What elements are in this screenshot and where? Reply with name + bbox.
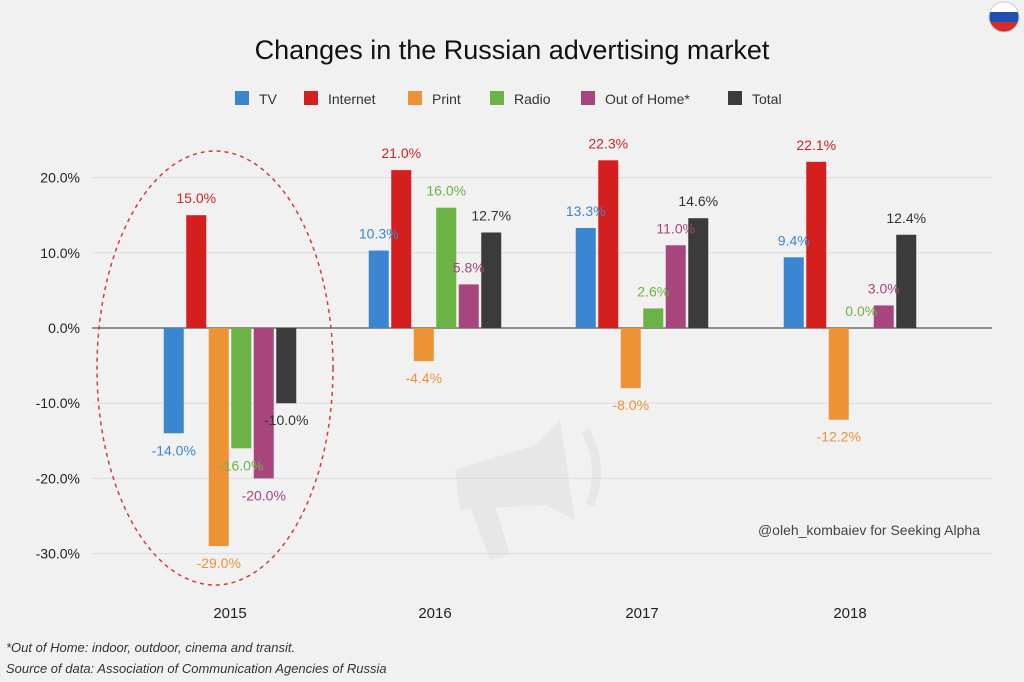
- legend-label: Radio: [514, 91, 551, 107]
- data-label: 0.0%: [845, 303, 877, 319]
- bar: [620, 328, 641, 389]
- data-label: -29.0%: [197, 555, 241, 571]
- bar: [481, 232, 502, 328]
- data-labels: -14.0% 15.0% -29.0% -16.0% -20.0% -10.0% 10.3%…: [152, 135, 927, 571]
- x-axis: 2015 2016 2017 2018: [213, 605, 866, 622]
- chart-title: Changes in the Russian advertising marke…: [255, 35, 770, 65]
- data-label: 13.3%: [566, 203, 606, 219]
- data-label: 22.3%: [588, 135, 628, 151]
- bar: [186, 215, 207, 328]
- data-label: -8.0%: [612, 397, 649, 413]
- bar: [873, 305, 894, 328]
- bar: [458, 284, 479, 328]
- y-tick-label: -10.0%: [36, 395, 80, 411]
- legend-swatch: [304, 91, 318, 105]
- y-tick-label: 10.0%: [40, 245, 80, 261]
- legend-label: Internet: [328, 91, 376, 107]
- y-axis: 20.0% 10.0% 0.0% -10.0% -20.0% -30.0%: [36, 170, 80, 562]
- legend-swatch: [235, 91, 249, 105]
- data-label: -14.0%: [152, 442, 196, 458]
- y-tick-label: -20.0%: [36, 470, 80, 486]
- data-label: 14.6%: [678, 193, 718, 209]
- bar: [253, 328, 274, 479]
- bars: [163, 160, 917, 547]
- legend: TV Internet Print Radio Out of Home* Total: [235, 91, 782, 107]
- megaphone-watermark-icon: [455, 420, 601, 560]
- bar: [688, 218, 709, 328]
- data-label: 5.8%: [453, 259, 485, 275]
- data-label: -16.0%: [219, 457, 263, 473]
- y-tick-label: 0.0%: [48, 320, 80, 336]
- data-label: 21.0%: [381, 145, 421, 161]
- data-label: -12.2%: [817, 429, 861, 445]
- data-label: 12.7%: [471, 207, 511, 223]
- russia-flag-icon: [988, 1, 1020, 33]
- legend-label: Print: [432, 91, 461, 107]
- data-label: 9.4%: [778, 232, 810, 248]
- y-tick-label: 20.0%: [40, 170, 80, 186]
- bar: [231, 328, 252, 449]
- bar: [665, 245, 686, 328]
- bar: [806, 161, 827, 328]
- legend-swatch: [490, 91, 504, 105]
- legend-label: TV: [259, 91, 278, 107]
- bar: [828, 328, 849, 420]
- data-label: 22.1%: [796, 137, 836, 153]
- bar: [783, 257, 804, 328]
- highlight-ellipse: [96, 150, 334, 586]
- legend-label: Total: [752, 91, 782, 107]
- bar: [413, 328, 434, 362]
- bar: [575, 227, 596, 328]
- credit-text: @oleh_kombaiev for Seeking Alpha: [758, 522, 980, 538]
- legend-label: Out of Home*: [605, 91, 690, 107]
- data-label: 11.0%: [656, 220, 695, 236]
- x-tick-label: 2015: [213, 605, 246, 622]
- bar: [896, 234, 917, 328]
- x-tick-label: 2016: [418, 605, 451, 622]
- legend-swatch: [581, 91, 595, 105]
- y-tick-label: -30.0%: [36, 546, 80, 562]
- data-label: 3.0%: [868, 280, 900, 296]
- x-tick-label: 2018: [833, 605, 866, 622]
- data-label: 12.4%: [886, 210, 926, 226]
- legend-swatch: [408, 91, 422, 105]
- data-label: 16.0%: [426, 183, 466, 199]
- bar: [598, 160, 619, 328]
- data-label: 10.3%: [359, 226, 399, 242]
- x-tick-label: 2017: [625, 605, 658, 622]
- bar: [163, 328, 184, 434]
- bar: [368, 250, 389, 328]
- data-label: -20.0%: [242, 487, 286, 503]
- bar: [436, 207, 457, 328]
- bar: [643, 308, 664, 328]
- footnote-source: Source of data: Association of Communica…: [6, 661, 387, 676]
- data-label: -10.0%: [264, 412, 308, 428]
- bar: [276, 328, 297, 404]
- bar: [208, 328, 229, 547]
- legend-swatch: [728, 91, 742, 105]
- data-label: -4.4%: [405, 370, 442, 386]
- bar: [391, 170, 412, 328]
- footnote-out-of-home: *Out of Home: indoor, outdoor, cinema an…: [6, 640, 295, 655]
- data-label: 2.6%: [637, 283, 669, 299]
- data-label: 15.0%: [176, 190, 216, 206]
